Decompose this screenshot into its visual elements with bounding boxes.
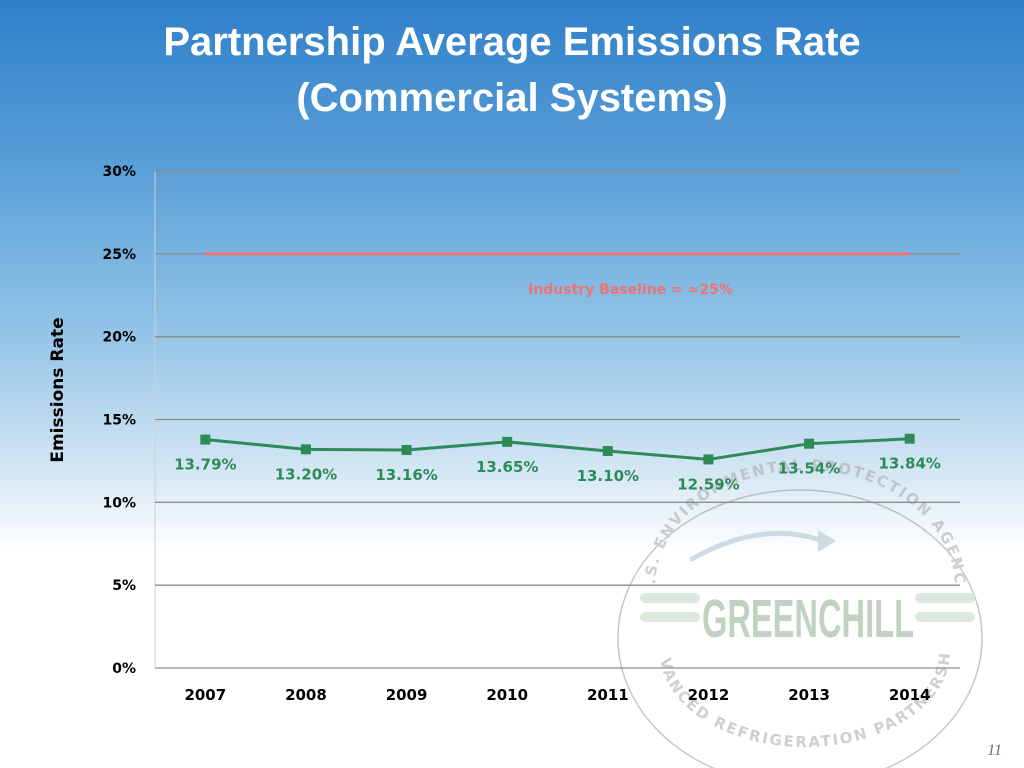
page-number: 11 bbox=[987, 742, 1002, 759]
data-point-2012 bbox=[703, 454, 714, 465]
data-label-2010: 13.65% bbox=[476, 458, 538, 476]
x-tick-label: 2009 bbox=[386, 686, 428, 704]
y-tick-label: 5% bbox=[112, 578, 136, 594]
y-tick-label: 15% bbox=[102, 413, 136, 429]
y-tick-label: 30% bbox=[102, 164, 136, 180]
logo-name: GREENCHILL bbox=[702, 589, 914, 649]
data-point-2013 bbox=[804, 438, 815, 449]
x-tick-label: 2013 bbox=[788, 686, 830, 704]
slide-title: Partnership Average Emissions Rate (Comm… bbox=[0, 14, 1024, 126]
x-tick-label: 2010 bbox=[486, 686, 528, 704]
slide-title-line-1: Partnership Average Emissions Rate bbox=[163, 20, 861, 64]
data-point-2009 bbox=[401, 444, 412, 455]
data-label-2007: 13.79% bbox=[174, 456, 236, 474]
y-axis-tick-labels: 0% 5% 10% 15% 20% 25% 30% bbox=[102, 164, 136, 677]
data-point-2007 bbox=[200, 434, 211, 445]
y-tick-label: 10% bbox=[102, 495, 136, 511]
data-label-2011: 13.10% bbox=[577, 467, 639, 485]
data-label-2013: 13.54% bbox=[778, 460, 840, 478]
y-tick-label: 25% bbox=[102, 247, 136, 263]
data-label-2008: 13.20% bbox=[275, 465, 337, 483]
y-axis-label: Emissions Rate bbox=[48, 317, 68, 463]
data-label-2009: 13.16% bbox=[375, 466, 437, 484]
x-tick-label: 2007 bbox=[184, 686, 226, 704]
y-tick-label: 20% bbox=[102, 330, 136, 346]
slide-title-line-2: (Commercial Systems) bbox=[296, 76, 728, 120]
y-tick-label: 0% bbox=[112, 661, 136, 677]
series-line bbox=[205, 437, 910, 461]
x-axis-tick-labels: 2007 2008 2009 2010 2011 2012 2013 2014 bbox=[184, 686, 930, 704]
x-tick-label: 2012 bbox=[688, 686, 730, 704]
x-tick-label: 2014 bbox=[889, 686, 931, 704]
baseline-label: Industry Baseline = ≈25% bbox=[528, 282, 733, 298]
industry-baseline: Industry Baseline = ≈25% bbox=[205, 252, 910, 298]
data-label-2014: 13.84% bbox=[878, 455, 940, 473]
x-tick-label: 2011 bbox=[587, 686, 629, 704]
greenchill-logo-watermark: GREENCHILL U.S. ENVIRONMENTAL PROTECTION… bbox=[0, 0, 983, 768]
logo-arc-top-text: U.S. ENVIRONMENTAL PROTECTION AGENCY bbox=[0, 0, 967, 586]
data-point-2014 bbox=[904, 433, 915, 444]
x-tick-label: 2008 bbox=[285, 686, 327, 704]
data-point-2011 bbox=[602, 445, 613, 456]
emissions-series: 13.79% 13.20% 13.16% 13.65% 13.10% 12.59% 13.5… bbox=[174, 433, 941, 493]
data-point-2010 bbox=[502, 436, 513, 447]
data-label-2012: 12.59% bbox=[677, 475, 739, 493]
svg-text:U.S. ENVIRONMENTAL PROTECTION: U.S. ENVIRONMENTAL PROTECTION AGENCY bbox=[0, 0, 967, 586]
data-point-2008 bbox=[300, 444, 311, 455]
